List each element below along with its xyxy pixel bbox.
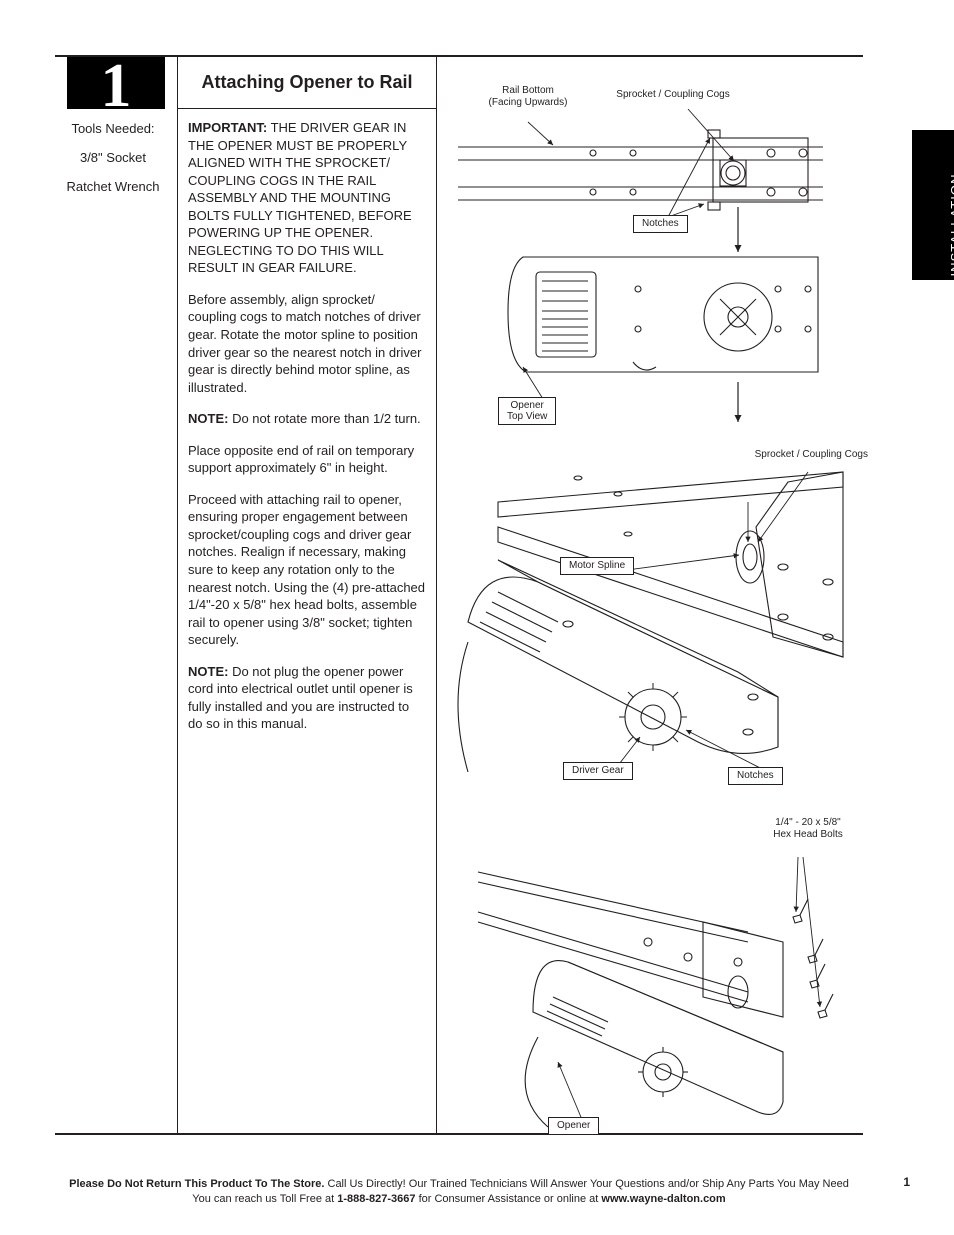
fig3-opener-label: Opener <box>548 1117 599 1135</box>
important-text: THE DRIVER GEAR IN THE OPENER MUST BE PR… <box>188 120 412 275</box>
tool-item: Ratchet Wrench <box>55 179 171 194</box>
tools-needed: Tools Needed: 3/8" Socket Ratchet Wrench <box>55 121 171 208</box>
footer-warning: Please Do Not Return This Product To The… <box>69 1178 324 1190</box>
instruction-paragraph: Proceed with attaching rail to opener, e… <box>188 491 426 649</box>
footer-text: You can reach us Toll Free at <box>192 1193 337 1205</box>
fig2-notches-label: Notches <box>728 767 783 785</box>
tool-item: 3/8" Socket <box>55 150 171 165</box>
fig1-opener-top-label: OpenerTop View <box>498 397 556 425</box>
diagram-area: Rail Bottom(Facing Upwards) Sprocket / C… <box>438 67 863 1133</box>
note-label: NOTE: <box>188 664 228 679</box>
instruction-paragraph: Place opposite end of rail on temporary … <box>188 442 426 477</box>
fig3-bolts-label: 1/4" - 20 x 5/8"Hex Head Bolts <box>758 817 858 840</box>
footer: Please Do Not Return This Product To The… <box>55 1177 863 1207</box>
note-paragraph: NOTE: Do not rotate more than 1/2 turn. <box>188 410 426 428</box>
instruction-paragraph: Before assembly, align sprocket/ couplin… <box>188 291 426 396</box>
fig1-sprocket-label: Sprocket / Coupling Cogs <box>603 89 743 101</box>
footer-url: www.wayne-dalton.com <box>601 1193 725 1205</box>
figure-3-svg <box>438 802 863 1132</box>
important-label: IMPORTANT: <box>188 120 267 135</box>
figure-1-svg <box>438 67 863 437</box>
note-label: NOTE: <box>188 411 228 426</box>
footer-line-1: Please Do Not Return This Product To The… <box>55 1177 863 1192</box>
footer-text: Call Us Directly! Our Trained Technician… <box>324 1178 848 1190</box>
figure-2-svg <box>438 442 863 787</box>
fig1-notches-label: Notches <box>633 215 688 233</box>
fig1-rail-bottom-label: Rail Bottom(Facing Upwards) <box>478 85 578 108</box>
instruction-body: IMPORTANT: THE DRIVER GEAR IN THE OPENER… <box>188 119 426 747</box>
page: INSTALLATION 1 Tools Needed: 3/8" Socket… <box>0 0 954 1235</box>
fig2-sprocket-label: Sprocket / Coupling Cogs <box>738 449 868 461</box>
column-tools: 1 Tools Needed: 3/8" Socket Ratchet Wren… <box>55 57 177 1133</box>
footer-line-2: You can reach us Toll Free at 1-888-827-… <box>55 1192 863 1207</box>
column-diagrams: Rail Bottom(Facing Upwards) Sprocket / C… <box>438 57 863 1133</box>
note-paragraph: NOTE: Do not plug the opener power cord … <box>188 663 426 733</box>
section-tab-label: INSTALLATION <box>948 150 954 300</box>
step-title: Attaching Opener to Rail <box>178 57 436 109</box>
tools-heading: Tools Needed: <box>55 121 171 136</box>
fig2-driver-gear-label: Driver Gear <box>563 762 633 780</box>
fig2-motor-spline-label: Motor Spline <box>560 557 634 575</box>
page-number: 1 <box>903 1175 910 1189</box>
column-instructions: Attaching Opener to Rail IMPORTANT: THE … <box>177 57 437 1133</box>
content-frame: 1 Tools Needed: 3/8" Socket Ratchet Wren… <box>55 55 863 1135</box>
step-number-badge: 1 <box>67 57 165 109</box>
note-text: Do not rotate more than 1/2 turn. <box>228 411 420 426</box>
footer-phone: 1-888-827-3667 <box>337 1193 415 1205</box>
important-paragraph: IMPORTANT: THE DRIVER GEAR IN THE OPENER… <box>188 119 426 277</box>
footer-text: for Consumer Assistance or online at <box>416 1193 602 1205</box>
